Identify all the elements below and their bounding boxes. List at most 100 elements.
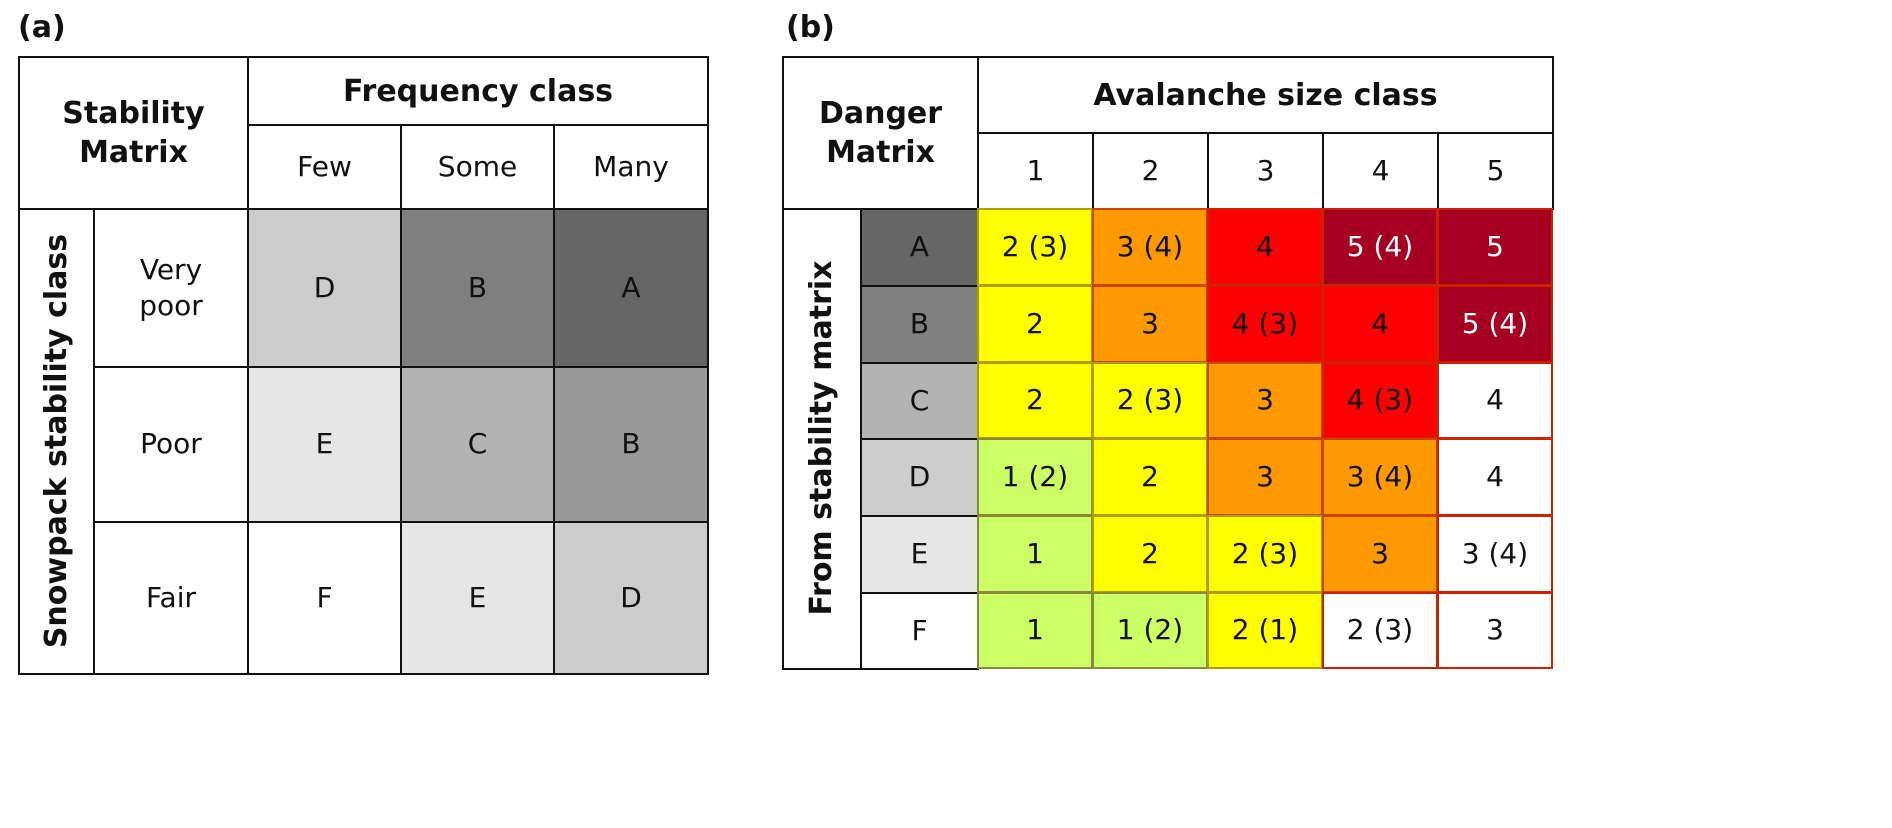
danger-level-cell: 3 (4): [1092, 208, 1208, 286]
panel-b-label: (b): [786, 10, 835, 45]
danger-matrix-corner: Danger Matrix: [782, 56, 979, 210]
danger-level-cell: 1 (2): [1092, 592, 1208, 669]
danger-level-cell-text: 2 (3): [1001, 229, 1069, 263]
danger-level-cell: 4 (3): [1322, 362, 1438, 439]
stability-row-label: Poor: [93, 366, 249, 523]
stability-cell: A: [553, 208, 709, 368]
size-column-header-text: 5: [1486, 153, 1505, 187]
stability-row-label: Very poor: [93, 208, 249, 368]
danger-level-cell-text: 2: [1026, 383, 1044, 417]
stability-row-label-text: Poor: [140, 427, 202, 461]
danger-level-cell-text: 1 (2): [1116, 613, 1184, 647]
stability-cell-text: C: [467, 427, 488, 461]
danger-level-cell-text: 3: [1256, 459, 1274, 493]
danger-level-cell-text: 4: [1371, 306, 1389, 340]
row-group-label: Snowpack stability class: [38, 233, 74, 649]
size-column-header: 3: [1207, 132, 1324, 210]
danger-level-cell: 1: [977, 515, 1093, 593]
danger-level-cell-text: 2: [1141, 536, 1159, 570]
avalanche-size-class-header: Avalanche size class: [977, 56, 1554, 134]
danger-level-cell-text: 3 (4): [1461, 536, 1529, 570]
danger-level-cell: 4: [1207, 208, 1323, 286]
danger-level-cell: 3 (4): [1322, 438, 1438, 516]
stability-row-label-text: Fair: [146, 580, 196, 614]
danger-level-cell: 2 (3): [977, 208, 1093, 286]
danger-level-cell-text: 1: [1026, 613, 1044, 647]
danger-level-cell: 4: [1437, 362, 1553, 439]
stability-cell: B: [400, 208, 555, 368]
frequency-column-header-text: Few: [297, 149, 352, 183]
stability-row-label: Fair: [93, 521, 249, 675]
danger-matrix-corner-text: Danger Matrix: [818, 96, 943, 170]
panel-a-label: (a): [18, 10, 66, 45]
danger-level-cell: 2 (1): [1207, 592, 1323, 669]
stability-cell-text: F: [316, 580, 333, 614]
danger-level-cell: 2: [1092, 438, 1208, 516]
stability-cell: E: [400, 521, 555, 675]
danger-level-cell-text: 3: [1486, 613, 1504, 647]
frequency-column-header: Some: [400, 124, 555, 210]
stability-letter-cell-text: E: [910, 537, 929, 571]
frequency-class-header: Frequency class: [247, 56, 709, 126]
danger-level-cell-text: 4: [1256, 229, 1274, 263]
danger-level-cell: 2: [977, 285, 1093, 363]
danger-level-cell: 3: [1207, 362, 1323, 439]
danger-level-cell: 5 (4): [1437, 285, 1553, 363]
stability-cell-text: A: [621, 270, 641, 304]
danger-level-cell-text: 2: [1141, 459, 1159, 493]
size-column-header-text: 1: [1026, 153, 1045, 187]
stability-cell: E: [247, 366, 402, 523]
stability-cell: B: [553, 366, 709, 523]
danger-level-cell-text: 4 (3): [1346, 383, 1414, 417]
danger-level-cell-text: 2 (3): [1346, 613, 1414, 647]
danger-level-cell-text: 2 (3): [1231, 536, 1299, 570]
frequency-column-header-text: Many: [593, 149, 669, 183]
stability-letter-cell: B: [860, 285, 979, 364]
danger-level-cell-text: 1: [1026, 536, 1044, 570]
stability-letter-cell-text: A: [909, 230, 930, 264]
danger-level-cell-text: 2 (3): [1116, 383, 1184, 417]
danger-level-cell-text: 4 (3): [1231, 306, 1299, 340]
stability-cell-text: D: [620, 580, 642, 614]
stability-cell: D: [553, 521, 709, 675]
danger-level-cell: 4: [1437, 438, 1553, 516]
row-group-label: From stability matrix: [803, 260, 839, 616]
frequency-class-header-text: Frequency class: [342, 73, 614, 109]
stability-letter-cell: A: [860, 208, 979, 287]
danger-level-cell: 4 (3): [1207, 285, 1323, 363]
stability-letter-cell: E: [860, 515, 979, 594]
stability-letter-cell: D: [860, 438, 979, 517]
danger-level-cell-text: 3: [1141, 306, 1159, 340]
danger-level-cell: 1 (2): [977, 438, 1093, 516]
stability-cell-text: E: [468, 580, 487, 614]
stability-cell: F: [247, 521, 402, 675]
danger-level-cell-text: 3 (4): [1346, 459, 1414, 493]
stability-cell: C: [400, 366, 555, 523]
stability-letter-cell-text: C: [909, 383, 930, 417]
danger-level-cell: 3: [1437, 592, 1553, 669]
frequency-column-header: Few: [247, 124, 402, 210]
stability-cell: D: [247, 208, 402, 368]
danger-level-cell-text: 2 (1): [1231, 613, 1299, 647]
stability-cell-text: E: [315, 427, 334, 461]
danger-level-cell-text: 3 (4): [1116, 229, 1184, 263]
avalanche-size-class-header-text: Avalanche size class: [1093, 77, 1438, 113]
danger-level-cell: 1: [977, 592, 1093, 669]
stability-letter-cell: C: [860, 362, 979, 440]
stability-matrix-corner: Stability Matrix: [18, 56, 249, 210]
danger-level-cell-text: 3: [1371, 536, 1389, 570]
stability-row-label-text: Very poor: [139, 252, 203, 322]
danger-level-cell-text: 5 (4): [1346, 229, 1414, 263]
danger-level-cell: 5: [1437, 208, 1553, 286]
danger-level-cell: 5 (4): [1322, 208, 1438, 286]
danger-level-cell: 2: [977, 362, 1093, 439]
danger-level-cell: 3: [1207, 438, 1323, 516]
size-column-header: 5: [1437, 132, 1554, 210]
stability-letter-cell: F: [860, 592, 979, 670]
stability-cell-text: D: [313, 270, 336, 304]
size-column-header-text: 3: [1256, 153, 1275, 187]
size-column-header-text: 4: [1371, 153, 1390, 187]
stability-letter-cell-text: D: [908, 460, 931, 494]
stability-cell-text: B: [621, 427, 641, 461]
